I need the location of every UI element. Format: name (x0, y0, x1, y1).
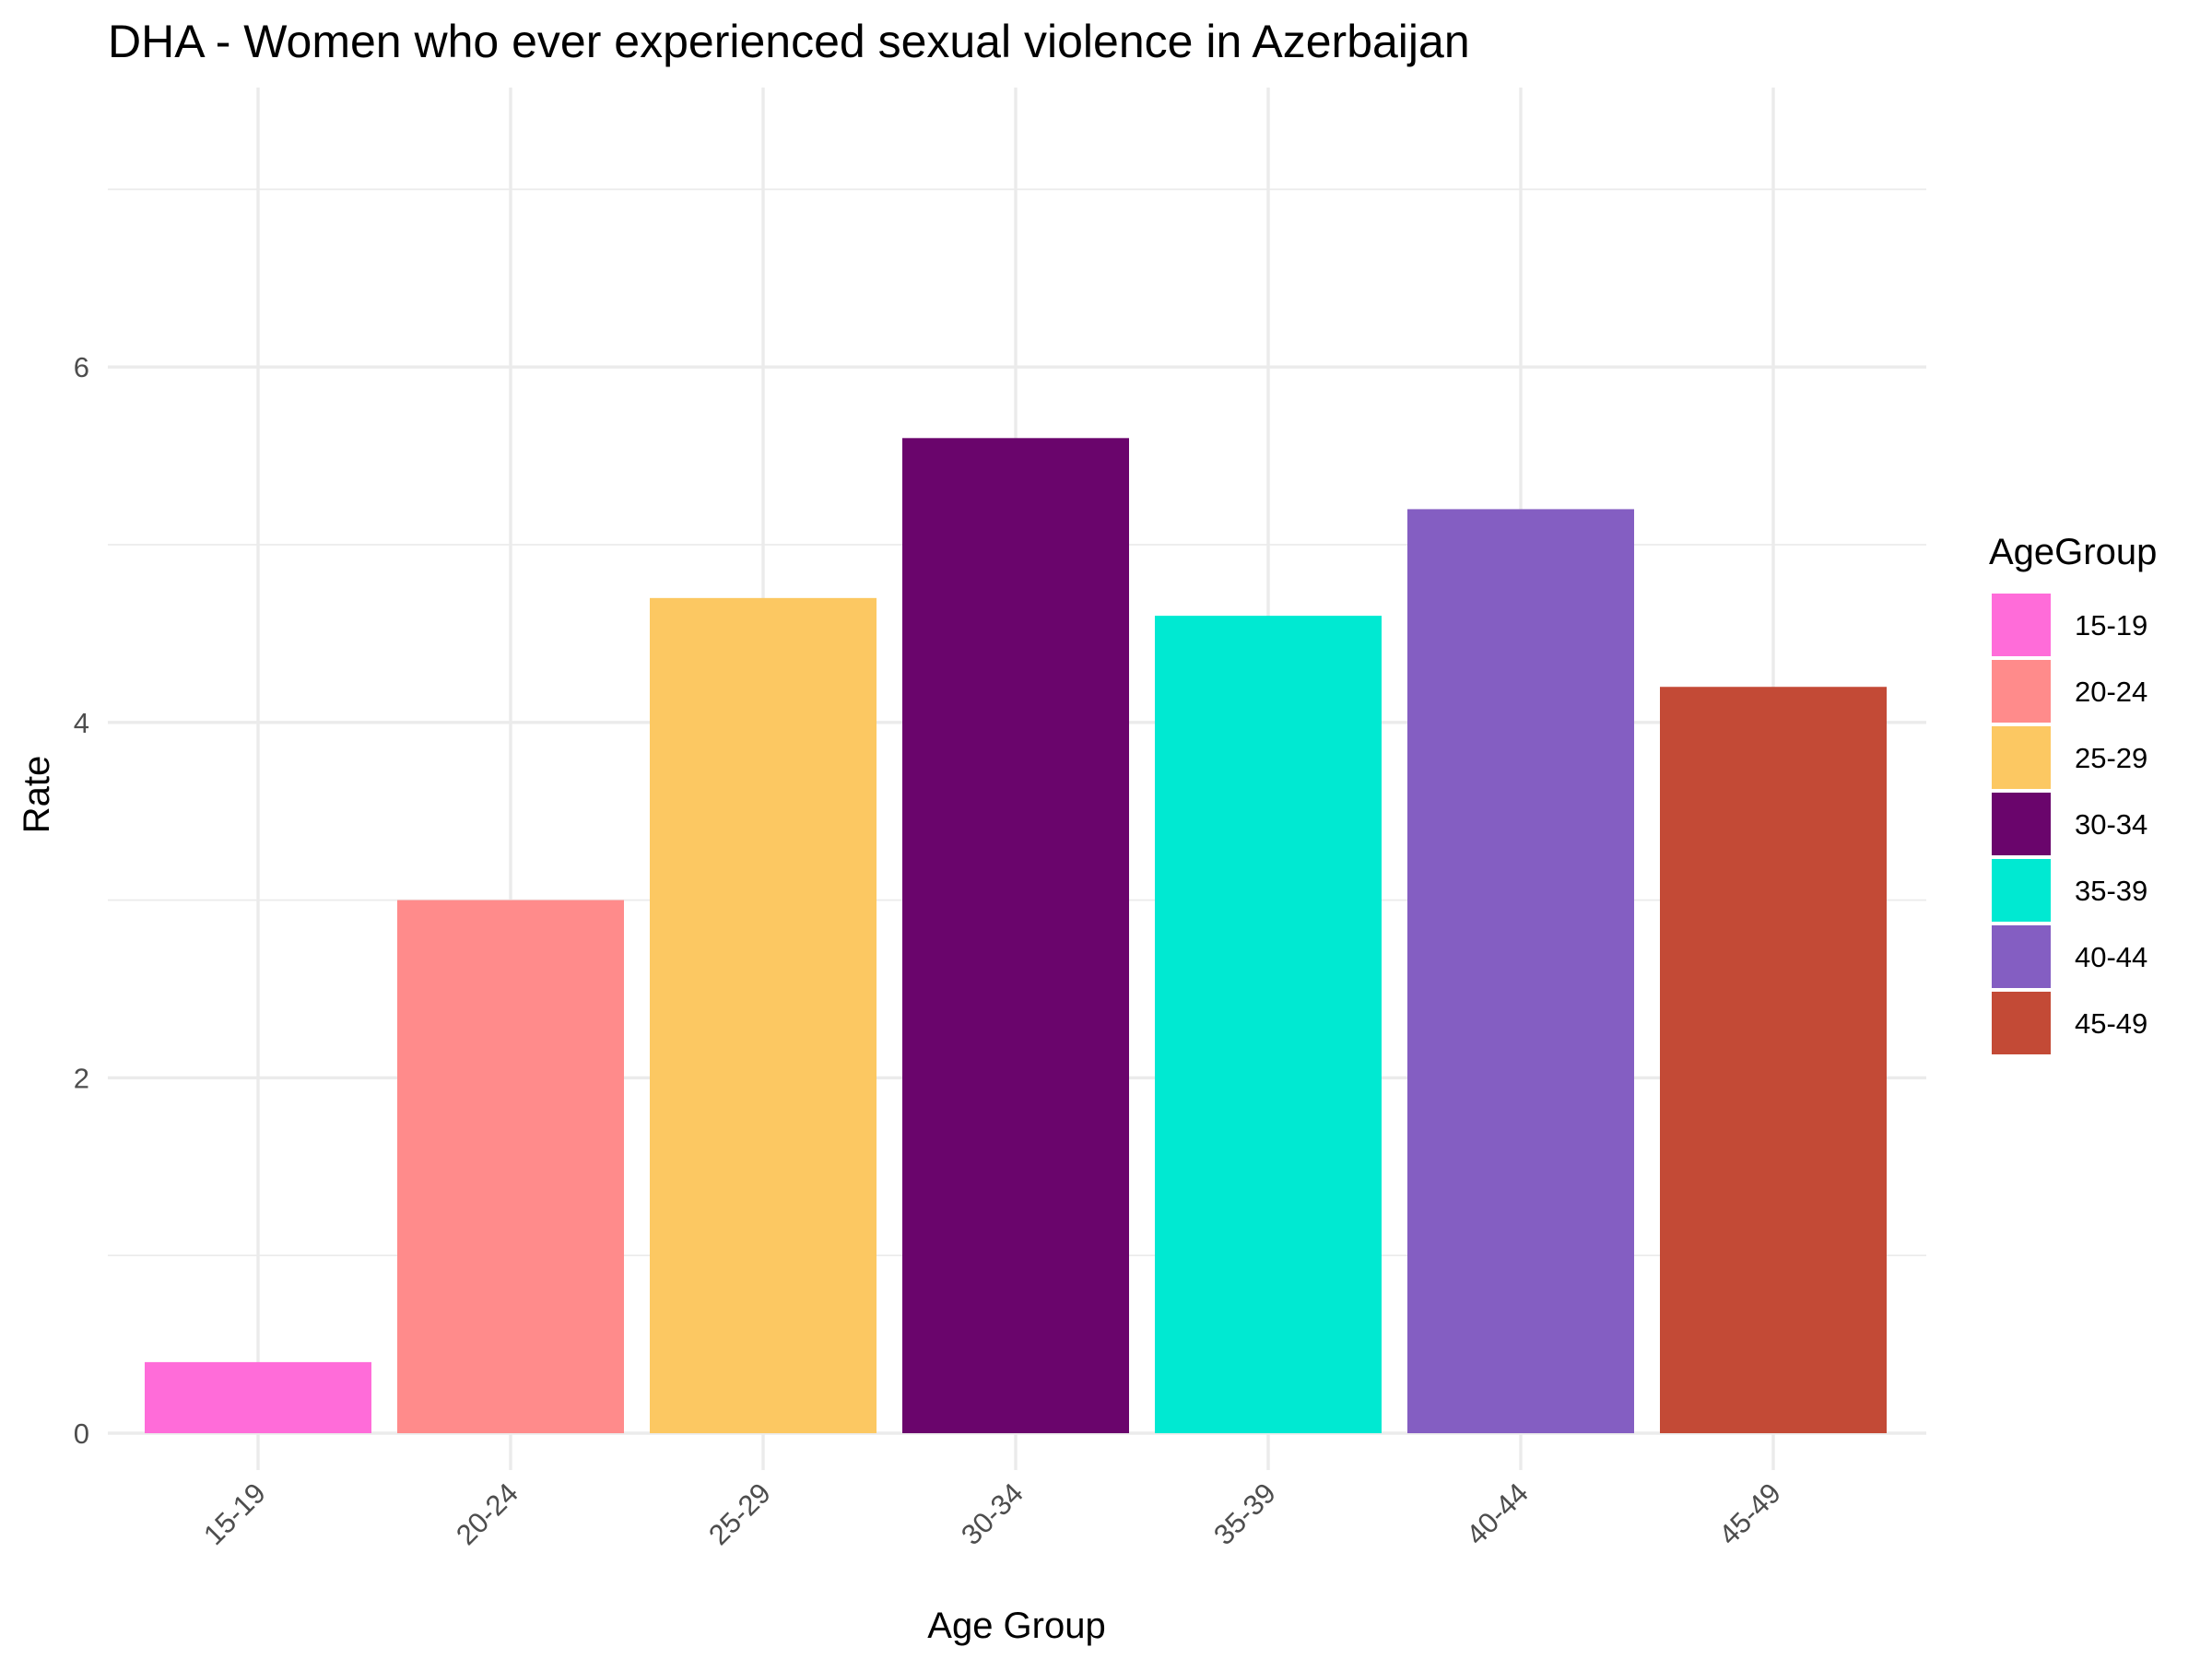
bar-20-24 (397, 900, 624, 1433)
legend-label: 30-34 (2075, 808, 2147, 841)
bar-15-19 (145, 1361, 371, 1433)
y-tick-label: 6 (74, 351, 89, 383)
legend-title: AgeGroup (1989, 532, 2157, 572)
y-axis-title: Rate (17, 756, 57, 834)
legend-key-25-29 (1990, 724, 2053, 791)
legend-key-35-39 (1990, 857, 2053, 924)
legend-key-15-19 (1990, 592, 2053, 658)
legend-key-40-44 (1990, 924, 2053, 990)
legend-key-30-34 (1990, 791, 2053, 857)
bar-40-44 (1407, 509, 1634, 1433)
y-tick-label: 0 (74, 1418, 89, 1450)
x-axis-title: Age Group (927, 1606, 1105, 1646)
chart-title: DHA - Women who ever experienced sexual … (108, 16, 1470, 67)
y-tick-labels: 0 2 4 6 (74, 351, 89, 1450)
bar-25-29 (650, 597, 877, 1433)
bar-30-34 (902, 438, 1129, 1433)
legend: AgeGroup 15-19 20-24 25-29 30-34 35-39 40-44 4… (1989, 532, 2157, 1056)
legend-label: 40-44 (2075, 941, 2147, 973)
bars (145, 438, 1887, 1433)
legend-label: 35-39 (2075, 875, 2147, 907)
legend-label: 45-49 (2075, 1007, 2147, 1040)
bar-35-39 (1155, 616, 1382, 1433)
legend-label: 20-24 (2075, 676, 2147, 708)
y-tick-label: 2 (74, 1062, 89, 1094)
y-tick-label: 4 (74, 707, 89, 739)
legend-label: 15-19 (2075, 609, 2147, 641)
bar-45-49 (1660, 687, 1887, 1433)
legend-key-45-49 (1990, 990, 2053, 1056)
legend-key-20-24 (1990, 658, 2053, 724)
legend-label: 25-29 (2075, 742, 2147, 774)
